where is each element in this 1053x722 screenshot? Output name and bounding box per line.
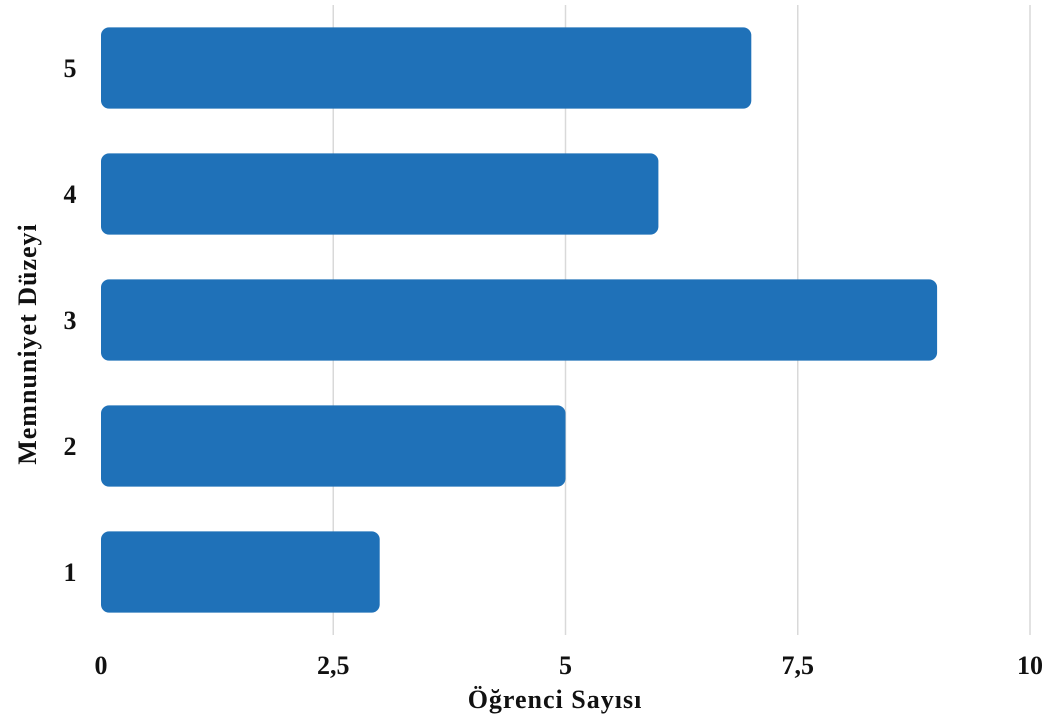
y-tick-labels: 1 2 3 4 5 xyxy=(64,54,77,587)
y-tick-label: 1 xyxy=(64,558,77,587)
x-tick-label: 10 xyxy=(1017,651,1043,680)
x-tick-label: 2,5 xyxy=(317,651,350,680)
x-tick-label: 7,5 xyxy=(782,651,815,680)
bar-2 xyxy=(101,405,566,487)
y-tick-label: 3 xyxy=(64,306,77,335)
bar-1 xyxy=(101,531,380,613)
x-tick-label: 5 xyxy=(559,651,572,680)
x-tick-label: 0 xyxy=(95,651,108,680)
y-tick-label: 4 xyxy=(64,180,77,209)
y-axis-title: Memnuniyet Düzeyi xyxy=(13,223,42,465)
bar-3 xyxy=(101,279,938,361)
bar-5 xyxy=(101,27,752,109)
bars xyxy=(101,27,938,613)
y-tick-label: 5 xyxy=(64,54,77,83)
x-axis-title: Öğrenci Sayısı xyxy=(468,685,643,714)
bar-4 xyxy=(101,153,659,235)
x-tick-labels: 0 2,5 5 7,5 10 xyxy=(95,651,1044,680)
y-tick-label: 2 xyxy=(64,432,77,461)
